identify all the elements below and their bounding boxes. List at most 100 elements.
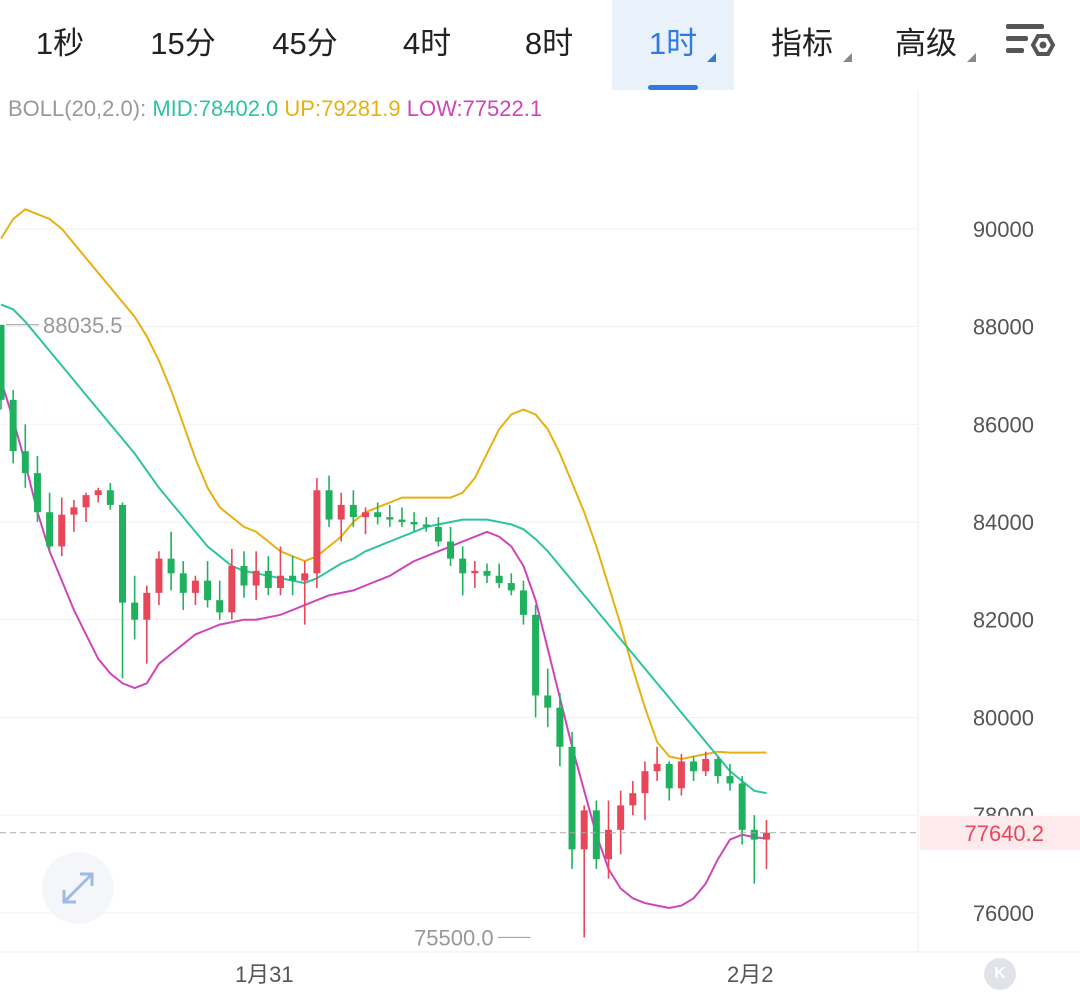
candle <box>276 546 284 596</box>
candle-body <box>459 558 467 574</box>
candle <box>617 790 625 855</box>
x-tick-label: 2月2 <box>727 962 773 987</box>
candle <box>9 390 17 464</box>
tab-15m[interactable]: 15分 <box>124 0 242 90</box>
candle-body <box>94 490 102 496</box>
candle-body <box>605 829 612 860</box>
boll-legend-low: LOW:77522.1 <box>406 96 543 121</box>
candle <box>143 585 151 664</box>
candle-body <box>398 519 406 522</box>
candle <box>434 517 442 547</box>
tab-1h[interactable]: 1时 <box>612 0 734 90</box>
tab-label: 45分 <box>272 26 338 61</box>
candle-body <box>422 524 430 527</box>
candle <box>507 573 515 596</box>
expand-arrows-icon <box>62 872 94 904</box>
candle-body <box>617 805 625 830</box>
candle <box>556 693 564 767</box>
candle <box>398 507 406 527</box>
candle <box>677 754 685 796</box>
candle-body <box>131 602 139 620</box>
candle <box>386 504 394 527</box>
candle-body <box>167 558 175 574</box>
candle-body <box>70 507 78 515</box>
candle-body <box>738 783 746 830</box>
candle <box>240 551 248 598</box>
candle <box>690 756 698 781</box>
candle-body <box>483 570 491 576</box>
tab-indicators[interactable]: 指标 <box>744 0 860 90</box>
candle-body <box>434 526 442 542</box>
tab-8h[interactable]: 8时 <box>490 0 608 90</box>
candle-body <box>362 512 369 518</box>
y-tick-label: 80000 <box>973 705 1034 730</box>
tab-4h[interactable]: 4时 <box>368 0 486 90</box>
candle <box>204 561 212 608</box>
boll-legend-name: BOLL(20,2.0): <box>8 96 147 121</box>
candle <box>665 761 673 801</box>
y-tick-label: 90000 <box>973 217 1034 242</box>
candle <box>410 512 418 532</box>
candle-body <box>653 763 661 772</box>
candle-body <box>471 570 479 574</box>
candle <box>349 490 357 527</box>
candle-body <box>519 590 527 615</box>
boll-legend: BOLL(20,2.0): MID:78402.0 UP:79281.9 LOW… <box>8 92 542 126</box>
candle-body <box>264 570 272 588</box>
dropdown-caret-icon <box>967 53 976 62</box>
candle-body <box>386 517 394 520</box>
boll-lower-line <box>0 380 767 910</box>
candle <box>447 526 455 566</box>
candle <box>726 763 734 791</box>
candle <box>544 668 552 728</box>
candle-body <box>0 324 5 400</box>
candle <box>580 805 588 938</box>
settings-button[interactable] <box>998 16 1062 74</box>
expand-button[interactable] <box>42 852 114 924</box>
candle-body <box>33 473 41 513</box>
candle-body <box>46 512 54 547</box>
candle <box>592 800 600 869</box>
tab-1s[interactable]: 1秒 <box>10 0 110 90</box>
candle <box>495 563 503 588</box>
candle <box>762 820 770 869</box>
candle <box>70 500 78 532</box>
candle-body <box>665 763 673 789</box>
candle-body <box>143 592 151 620</box>
tab-label: 15分 <box>150 26 216 61</box>
tab-label: 1时 <box>648 26 698 61</box>
tab-advanced[interactable]: 高级 <box>868 0 984 90</box>
candle-body <box>119 504 126 603</box>
candle-body <box>447 541 455 559</box>
candle <box>459 546 467 596</box>
candle-body <box>252 570 260 586</box>
candle-body <box>629 793 637 806</box>
candle-body <box>507 583 515 591</box>
candle-body <box>216 600 224 613</box>
candle <box>0 324 5 410</box>
candle-body <box>82 495 90 508</box>
candle <box>301 561 309 625</box>
candle <box>289 556 297 596</box>
candle <box>313 478 321 588</box>
candle-body <box>9 399 17 452</box>
candle-body <box>325 490 333 520</box>
candle-body <box>276 575 284 588</box>
k-button[interactable]: K <box>984 958 1016 990</box>
active-tab-indicator <box>648 85 698 90</box>
candle <box>714 756 722 784</box>
candle <box>568 732 576 869</box>
candle <box>629 780 637 816</box>
candle <box>33 456 41 522</box>
y-tick-label: 82000 <box>973 608 1034 633</box>
tab-45m[interactable]: 45分 <box>246 0 364 90</box>
candle <box>532 605 540 718</box>
high-annotation-label: 88035.5 <box>43 313 123 338</box>
dropdown-caret-icon <box>843 53 852 62</box>
candle <box>119 502 126 679</box>
candle <box>82 492 90 522</box>
candle <box>191 575 199 606</box>
tab-label: 4时 <box>402 26 452 61</box>
candle-body <box>762 832 770 840</box>
